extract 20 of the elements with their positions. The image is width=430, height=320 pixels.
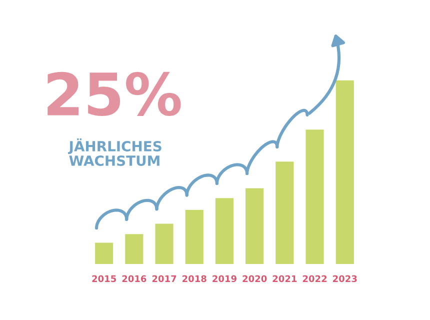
bar xyxy=(185,210,204,264)
x-tick-label: 2022 xyxy=(302,275,327,282)
chart-title: 25% xyxy=(48,72,181,116)
bar xyxy=(125,234,144,264)
bar xyxy=(155,224,174,264)
x-tick-label: 2018 xyxy=(182,275,206,282)
bar xyxy=(276,162,294,264)
x-tick-label: 2017 xyxy=(152,275,176,282)
bar xyxy=(306,130,324,264)
x-tick-label: 2019 xyxy=(212,275,236,282)
x-tick-label: 2020 xyxy=(242,275,267,282)
x-tick-label: 2016 xyxy=(122,275,146,282)
bar xyxy=(215,198,234,264)
bar xyxy=(336,80,354,264)
x-tick-label: 2023 xyxy=(333,275,357,282)
x-tick-label: 2021 xyxy=(272,275,297,282)
bar xyxy=(95,242,114,264)
text: JÄHRLICHES WACHSTUM xyxy=(68,138,162,166)
bar xyxy=(246,188,264,264)
x-tick-label: 2015 xyxy=(92,275,116,282)
